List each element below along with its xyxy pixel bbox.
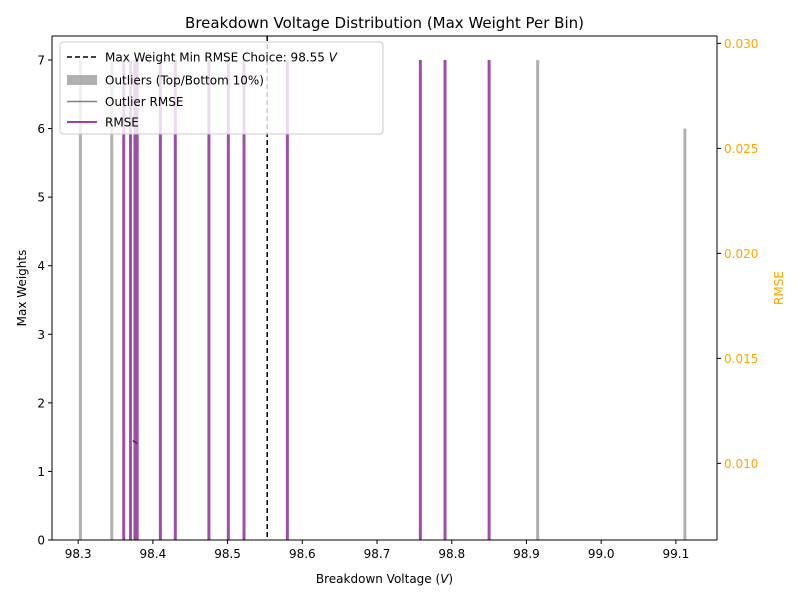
x-tick-label: 98.8 — [438, 547, 465, 561]
y-tick-label: 1 — [37, 465, 45, 479]
x-axis-label-prefix: Breakdown Voltage ( — [316, 572, 440, 586]
legend-rmse-label: RMSE — [105, 116, 139, 130]
bin-bar — [487, 60, 491, 540]
right-y-tick-label: 0.010 — [724, 457, 758, 471]
right-y-tick-label: 0.030 — [724, 37, 758, 51]
outlier-bar — [110, 60, 114, 540]
x-tick-label: 98.4 — [140, 547, 167, 561]
y-tick-label: 4 — [37, 259, 45, 273]
bin-bar — [285, 60, 289, 540]
right-y-tick-label: 0.015 — [724, 352, 758, 366]
legend-outliers-swatch — [67, 75, 97, 85]
bin-bar — [418, 60, 422, 540]
legend-outliers-label: Outliers (Top/Bottom 10%) — [105, 74, 264, 88]
outlier-bar — [78, 60, 82, 540]
bin-bar — [122, 60, 126, 540]
y-tick-label: 6 — [37, 122, 45, 136]
bin-bar — [128, 60, 132, 540]
bin-bar — [158, 60, 162, 540]
y-tick-label: 0 — [37, 534, 45, 548]
outlier-bar — [536, 60, 540, 540]
x-tick-label: 98.7 — [364, 547, 391, 561]
legend: Max Weight Min RMSE Choice: 98.55 V Outl… — [59, 41, 384, 135]
bin-bar — [443, 60, 447, 540]
bin-bar — [226, 60, 230, 540]
x-tick-label: 99.1 — [663, 547, 690, 561]
bin-bar — [173, 60, 177, 540]
legend-choice-label-text: Max Weight Min RMSE Choice: 98.55 — [105, 51, 329, 65]
y-axis-label: Max Weights — [15, 250, 29, 327]
legend-choice-label: Max Weight Min RMSE Choice: 98.55 V — [105, 51, 338, 65]
bars-layer — [78, 60, 687, 541]
x-tick-label: 98.3 — [65, 547, 92, 561]
x-tick-label: 98.6 — [289, 547, 316, 561]
bin-bar — [242, 60, 246, 540]
x-tick-label: 98.5 — [214, 547, 241, 561]
rmse-line — [132, 440, 138, 445]
x-axis-label-unit: V — [440, 572, 449, 586]
x-axis-label-suffix: ) — [448, 572, 453, 586]
y-tick-label: 7 — [37, 54, 45, 68]
chart-title: Breakdown Voltage Distribution (Max Weig… — [185, 14, 584, 32]
axes-layer: 98.3 98.4 98.5 98.6 98.7 98.8 98.9 99.0 99.1 0 1 2 3… — [37, 35, 758, 561]
x-axis-label: Breakdown Voltage (V) — [316, 572, 453, 586]
legend-choice-label-unit: V — [329, 51, 338, 65]
bin-bar — [207, 60, 211, 540]
bin-bar — [133, 60, 137, 540]
outlier-bar — [683, 128, 687, 541]
y-tick-label: 3 — [37, 328, 45, 342]
y-tick-label: 5 — [37, 191, 45, 205]
x-tick-label: 99.0 — [588, 547, 615, 561]
bin-bar — [135, 60, 139, 540]
x-tick-label: 98.9 — [513, 547, 540, 561]
legend-box — [59, 41, 384, 135]
right-y-tick-label: 0.020 — [724, 247, 758, 261]
right-y-axis-label: RMSE — [772, 271, 786, 305]
legend-outlier-rmse-label: Outlier RMSE — [105, 95, 183, 109]
y-tick-label: 2 — [37, 396, 45, 410]
right-y-tick-label: 0.025 — [724, 142, 758, 156]
